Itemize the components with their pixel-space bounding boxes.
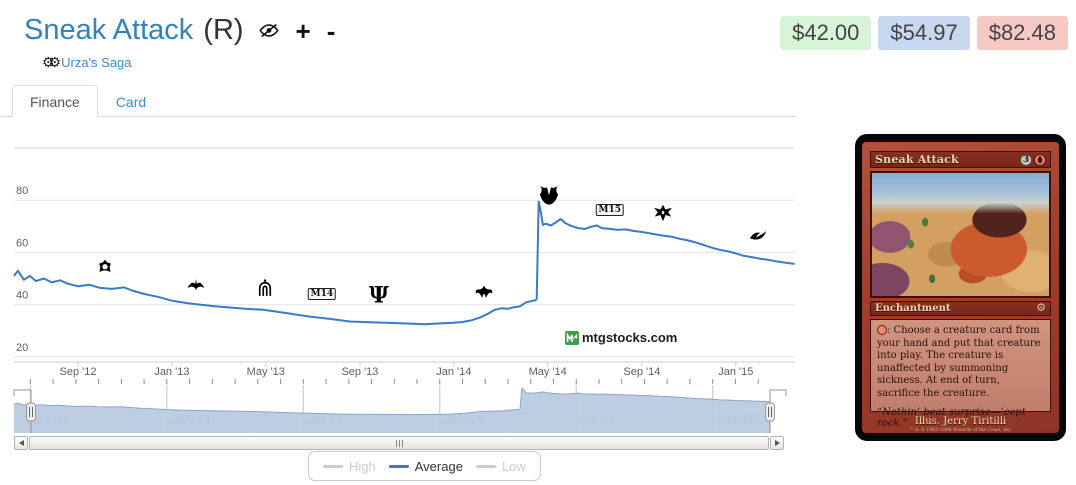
urzas-saga-set-icon: ⚙⚙ — [42, 54, 61, 70]
svg-text:May '14: May '14 — [529, 366, 567, 378]
price-badges: $42.00 $54.97 $82.48 — [780, 16, 1068, 50]
set-khans-of-tarkir-icon — [651, 202, 674, 224]
card-title-bar: Sneak Attack 3 — [870, 151, 1051, 168]
average-series-dash-icon — [388, 464, 409, 468]
set-born-of-the-gods-icon — [473, 284, 494, 303]
set-m14-icon: M14 — [307, 283, 337, 301]
high-series-dash-icon — [323, 464, 343, 468]
set-dragons-maze-icon — [254, 278, 275, 299]
card-flavor-text: “Nothin’ beat surprise—’cept rock.” — [877, 407, 1026, 429]
card-image: Sneak Attack 3 Enchantment ⚙ : Choose a … — [855, 134, 1066, 441]
card-header: Sneak Attack (R) + - — [24, 14, 335, 47]
tab-bar: Finance Card — [0, 84, 797, 117]
watermark-text: mtgstocks.com — [582, 330, 678, 345]
watch-eye-icon[interactable] — [258, 22, 280, 39]
watermark: mtgstocks.com — [565, 330, 677, 345]
scrollbar-thumb[interactable] — [29, 436, 769, 450]
card-rules-text: : Choose a creature card from your hand … — [877, 325, 1041, 399]
card-type-line: Enchantment — [875, 303, 951, 314]
add-to-watchlist-button[interactable]: + — [295, 15, 311, 46]
card-type-bar: Enchantment ⚙ — [870, 301, 1051, 316]
price-chart[interactable]: 20 40 60 80 Sep '12 Jan '13 May '13 Sep '13 Jan … — [0, 130, 797, 485]
avg-price-badge: $54.97 — [878, 16, 970, 50]
mana-cost: 3 — [1020, 153, 1046, 166]
rarity-label: (R) — [203, 14, 244, 46]
svg-text:40: 40 — [16, 290, 28, 302]
tab-finance[interactable]: Finance — [12, 85, 98, 117]
svg-text:May '13: May '13 — [247, 366, 285, 378]
low-series-dash-icon — [475, 464, 496, 468]
page-title: Sneak Attack — [24, 14, 194, 46]
set-link[interactable]: Urza's Saga — [61, 55, 132, 70]
set-fate-reforged-icon — [746, 227, 769, 244]
legend-item-low[interactable]: Low — [475, 459, 526, 474]
svg-text:Sep '14: Sep '14 — [623, 366, 660, 378]
svg-text:60: 60 — [16, 237, 28, 249]
set-journey-into-nyx-icon — [536, 184, 562, 209]
set-return-to-ravnica-icon — [94, 257, 115, 278]
legend-item-high[interactable]: High — [323, 459, 376, 474]
svg-text:20: 20 — [16, 342, 28, 354]
card-title: Sneak Attack — [875, 153, 959, 166]
scrollbar-grip-icon — [395, 439, 403, 447]
scrollbar-left-button[interactable] — [14, 436, 28, 450]
tab-card[interactable]: Card — [115, 94, 147, 110]
legend-item-average[interactable]: Average — [388, 459, 463, 474]
chart-legend: High Average Low — [308, 451, 541, 481]
left-arrow-icon — [18, 440, 24, 446]
card-artist-line: Illus. Jerry Tiritilli — [914, 416, 1007, 427]
right-arrow-icon — [774, 440, 780, 446]
svg-text:80: 80 — [16, 185, 28, 197]
set-theros-icon: Ψ — [368, 282, 389, 309]
high-price-badge: $82.48 — [976, 16, 1068, 50]
remove-from-watchlist-button[interactable]: - — [326, 15, 336, 46]
red-mana-icon — [1034, 153, 1046, 166]
generic-mana-icon: 3 — [1020, 153, 1032, 166]
svg-text:Sep '13: Sep '13 — [341, 366, 378, 378]
set-gatecrash-icon — [184, 274, 208, 294]
mtgstocks-logo-icon — [565, 330, 579, 345]
navigator-left-handle[interactable] — [26, 402, 36, 422]
low-price-badge: $42.00 — [780, 16, 872, 50]
urzas-saga-expansion-icon: ⚙ — [1036, 302, 1046, 314]
scrollbar-right-button[interactable] — [770, 436, 784, 450]
card-copyright: ™ & © 1993–1998 Wizards of the Coast, In… — [909, 428, 1012, 433]
set-line: ⚙⚙ Urza's Saga — [42, 54, 132, 71]
svg-text:Jan '13: Jan '13 — [154, 366, 189, 378]
card-art — [870, 171, 1051, 298]
svg-text:Sep '12: Sep '12 — [60, 366, 97, 378]
navigator-right-handle[interactable] — [765, 402, 775, 422]
svg-text:Jan '14: Jan '14 — [436, 366, 471, 378]
svg-text:Jan '15: Jan '15 — [718, 366, 753, 378]
set-m15-icon: M15 — [595, 199, 624, 217]
card-text-box: : Choose a creature card from your hand … — [870, 319, 1051, 429]
red-mana-inline-icon — [877, 325, 887, 335]
card-frame: Sneak Attack 3 Enchantment ⚙ : Choose a … — [862, 142, 1059, 433]
